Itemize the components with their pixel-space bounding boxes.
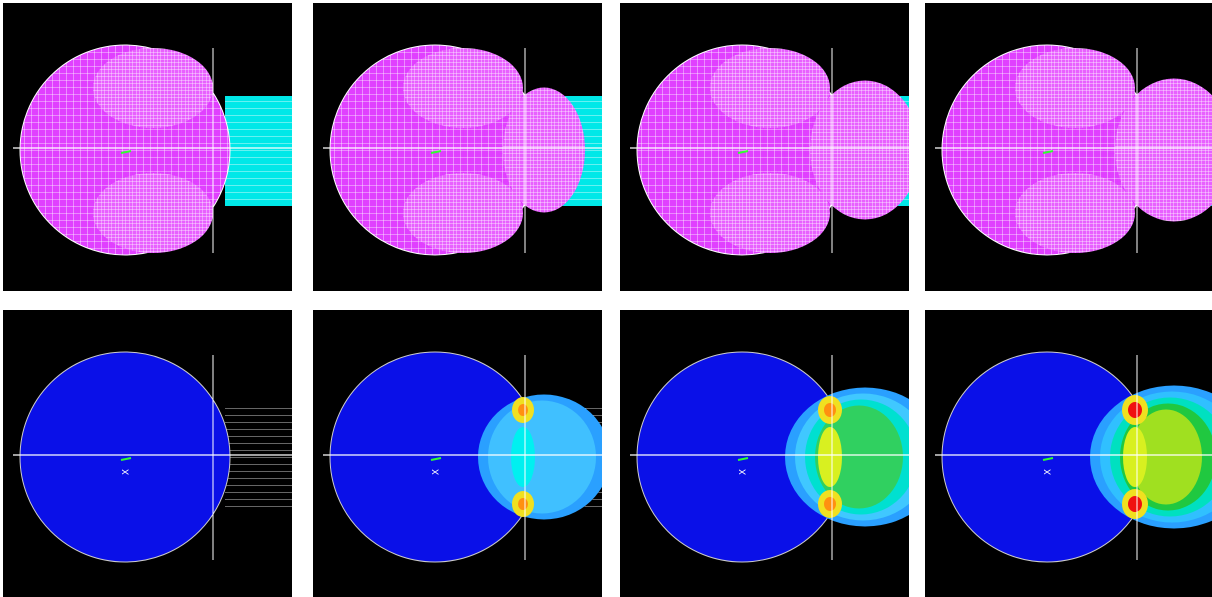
- hot-spot: [1128, 496, 1142, 512]
- axis-label: X: [739, 469, 749, 475]
- fine-mesh: [403, 173, 523, 253]
- contour-band: [1123, 427, 1147, 487]
- fine-mesh: [1015, 173, 1135, 253]
- simulation-panels: XXXX: [0, 0, 1212, 597]
- fine-mesh: [710, 173, 830, 253]
- fine-mesh: [1015, 48, 1135, 128]
- axis-label: X: [432, 469, 442, 475]
- contour-panel: X: [925, 310, 1212, 597]
- hot-spot: [518, 498, 528, 510]
- contour-panel: X: [313, 310, 610, 597]
- axis-label: X: [122, 469, 132, 475]
- fine-mesh: [93, 173, 213, 253]
- contour-panel: X: [3, 310, 295, 597]
- bulge-mesh: [503, 88, 585, 213]
- die-stripes: [225, 403, 295, 513]
- contour-panel: X: [620, 310, 945, 597]
- mesh-panel: [620, 3, 920, 291]
- hot-spot: [518, 404, 528, 416]
- contour-band: [818, 427, 842, 487]
- fine-mesh: [710, 48, 830, 128]
- die-stripes: [225, 96, 295, 206]
- hot-spot: [1128, 402, 1142, 418]
- mesh-panel: [925, 3, 1212, 291]
- contour-band: [511, 427, 535, 487]
- mesh-panel: [3, 3, 295, 291]
- billet: [20, 352, 230, 562]
- contour-band: [488, 401, 596, 514]
- hot-spot: [824, 497, 836, 511]
- fine-mesh: [93, 48, 213, 128]
- bulge-mesh: [810, 81, 920, 220]
- fine-mesh: [403, 48, 523, 128]
- axis-label: X: [1044, 469, 1054, 475]
- mesh-panel: [313, 3, 605, 291]
- hot-spot: [824, 403, 836, 417]
